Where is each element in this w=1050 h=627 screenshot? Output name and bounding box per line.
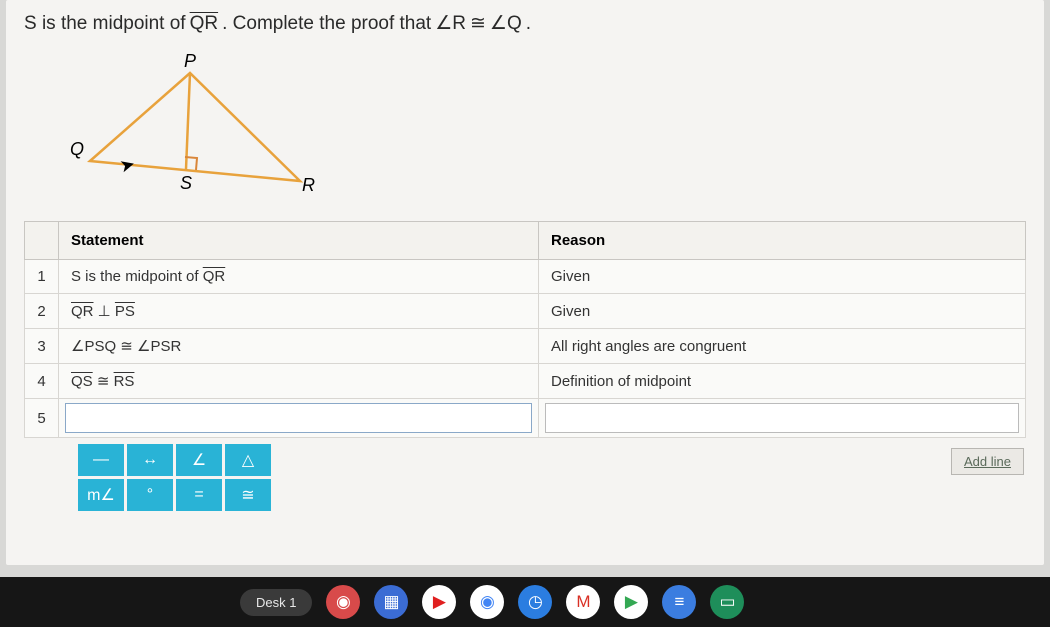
problem-statement: S is the midpoint of QR . Complete the p… (24, 12, 1026, 35)
row-reason: Given (539, 260, 1026, 294)
table-row: 3 ∠PSQ ≅ ∠PSR All right angles are congr… (25, 329, 1026, 364)
statement-input[interactable] (65, 403, 532, 433)
taskbar-icons: ◉ ▦ ▶ ◉ ◷ M ▶ ≡ ▭ (326, 585, 744, 619)
docs-icon[interactable]: ≡ (662, 585, 696, 619)
input-row: 5 (25, 399, 1026, 438)
vertex-q-label: Q (70, 139, 84, 160)
row-statement: ∠PSQ ≅ ∠PSR (59, 329, 539, 364)
camera-icon[interactable]: ◷ (518, 585, 552, 619)
classroom-icon[interactable]: ▭ (710, 585, 744, 619)
row-reason: All right angles are congruent (539, 329, 1026, 364)
taskbar: Desk 1 ◉ ▦ ▶ ◉ ◷ M ▶ ≡ ▭ (0, 577, 1050, 627)
symbol-button[interactable]: △ (225, 444, 271, 476)
header-reason: Reason (539, 222, 1026, 260)
row-statement: S is the midpoint of QR (59, 260, 539, 294)
header-statement: Statement (59, 222, 539, 260)
diagram-svg (72, 53, 332, 203)
row-number: 2 (25, 294, 59, 329)
row-statement: QR ⊥ PS (59, 294, 539, 329)
symbol-button[interactable]: ≅ (225, 479, 271, 511)
symbol-button[interactable]: ↔ (127, 444, 173, 476)
row-number: 3 (25, 329, 59, 364)
add-line-button[interactable]: Add line (951, 448, 1024, 475)
vertex-p-label: P (184, 51, 196, 72)
youtube-icon[interactable]: ▶ (422, 585, 456, 619)
table-row: 2 QR ⊥ PS Given (25, 294, 1026, 329)
symbol-button[interactable]: m∠ (78, 479, 124, 511)
symbol-button[interactable]: ∠ (176, 444, 222, 476)
problem-angle-r: ∠R (435, 12, 466, 35)
row-number: 5 (25, 399, 59, 438)
problem-suffix: . (526, 13, 531, 35)
worksheet-area: S is the midpoint of QR . Complete the p… (6, 0, 1044, 565)
row-reason: Definition of midpoint (539, 364, 1026, 399)
problem-prefix: S is the midpoint of (24, 13, 186, 35)
play-icon[interactable]: ▶ (614, 585, 648, 619)
header-blank (25, 222, 59, 260)
problem-middle: . Complete the proof that (222, 13, 431, 35)
row-reason: Given (539, 294, 1026, 329)
screenshot-icon[interactable]: ◉ (326, 585, 360, 619)
row-number: 1 (25, 260, 59, 294)
video-icon[interactable]: ▦ (374, 585, 408, 619)
table-row: 4 QS ≅ RS Definition of midpoint (25, 364, 1026, 399)
problem-segment: QR (190, 13, 219, 35)
triangle-diagram: P Q S R ➤ (72, 53, 332, 203)
statement-input-cell (59, 399, 539, 438)
gmail-icon[interactable]: M (566, 585, 600, 619)
reason-input-cell (539, 399, 1026, 438)
problem-congruent: ≅ (470, 12, 486, 35)
problem-angle-q: ∠Q (490, 12, 522, 35)
proof-table: Statement Reason 1 S is the midpoint of … (24, 221, 1026, 438)
symbol-button[interactable]: — (78, 444, 124, 476)
toolbar-row: —↔∠△ m∠°=≅ Add line (24, 444, 1026, 511)
reason-select[interactable] (545, 403, 1019, 433)
symbol-button[interactable]: = (176, 479, 222, 511)
chrome-icon[interactable]: ◉ (470, 585, 504, 619)
desk-switcher[interactable]: Desk 1 (240, 589, 312, 616)
vertex-s-label: S (180, 173, 192, 194)
vertex-r-label: R (302, 175, 315, 196)
table-row: 1 S is the midpoint of QR Given (25, 260, 1026, 294)
symbol-palette: —↔∠△ m∠°=≅ (78, 444, 271, 511)
row-number: 4 (25, 364, 59, 399)
row-statement: QS ≅ RS (59, 364, 539, 399)
symbol-button[interactable]: ° (127, 479, 173, 511)
